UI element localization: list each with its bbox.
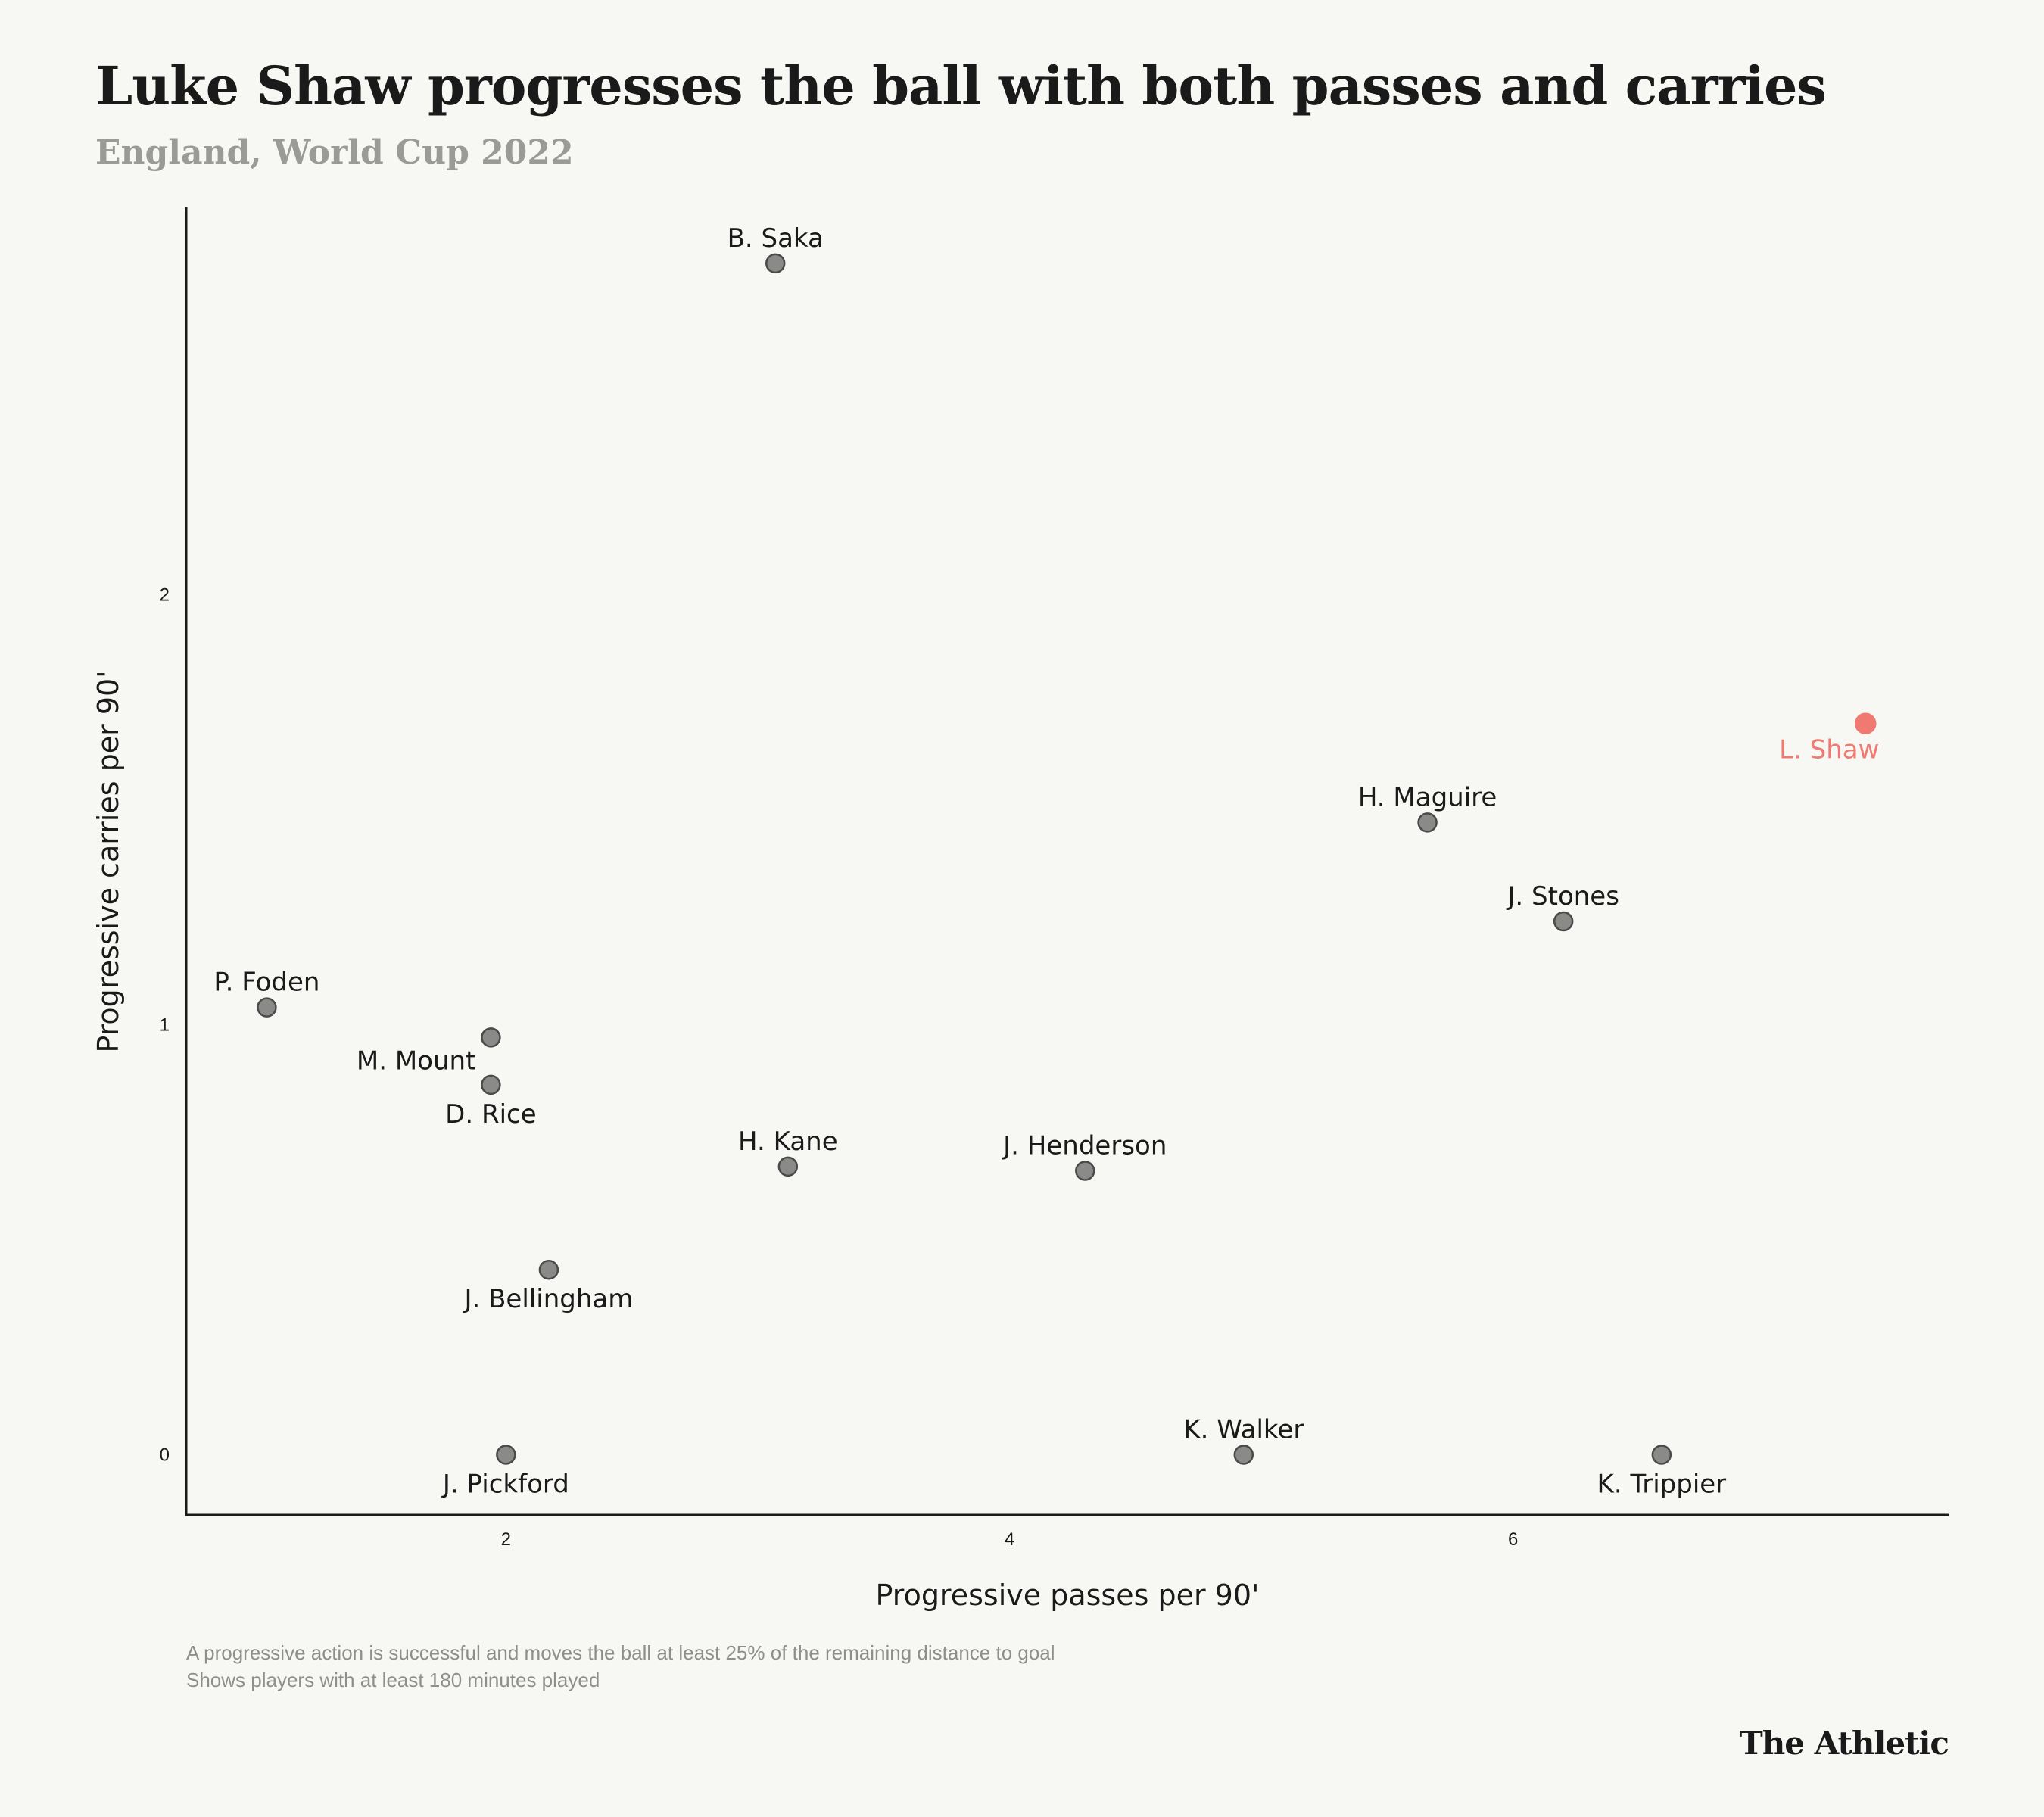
data-point[interactable]: [777, 1156, 799, 1177]
point-label: D. Rice: [445, 1099, 536, 1130]
data-point[interactable]: [538, 1259, 559, 1280]
data-point[interactable]: [481, 1027, 501, 1048]
x-tick-label: 2: [501, 1529, 511, 1550]
data-point[interactable]: [1553, 911, 1574, 932]
point-label: L. Shaw: [1779, 735, 1879, 765]
point-label: B. Saka: [728, 223, 824, 254]
point-label: H. Kane: [738, 1127, 838, 1157]
brand-logo: The Athletic: [1739, 1725, 1949, 1762]
point-label: K. Walker: [1183, 1414, 1304, 1445]
data-point[interactable]: [1651, 1445, 1672, 1465]
y-axis-title: Progressive carries per 90': [92, 670, 125, 1052]
data-point[interactable]: [257, 997, 277, 1018]
chart-title: Luke Shaw progresses the ball with both …: [95, 55, 1827, 117]
y-tick-label: 1: [160, 1014, 170, 1035]
data-point[interactable]: [765, 253, 786, 274]
point-label: M. Mount: [357, 1046, 476, 1076]
point-label: P. Foden: [213, 968, 319, 998]
data-point[interactable]: [1075, 1161, 1095, 1181]
data-point[interactable]: [481, 1074, 501, 1095]
x-tick-label: 4: [1005, 1529, 1014, 1550]
point-label: J. Stones: [1506, 881, 1619, 912]
data-point[interactable]: [1855, 712, 1877, 734]
point-label: H. Maguire: [1358, 782, 1497, 812]
point-label: K. Trippier: [1597, 1469, 1727, 1499]
data-point[interactable]: [1233, 1445, 1254, 1465]
point-label: J. Henderson: [1002, 1131, 1167, 1161]
footnote-definition: A progressive action is successful and m…: [186, 1641, 1055, 1664]
y-tick-label: 2: [160, 584, 170, 605]
chart-subtitle: England, World Cup 2022: [95, 133, 574, 172]
footnote-minutes: Shows players with at least 180 minutes …: [186, 1669, 600, 1691]
x-axis-title: Progressive passes per 90': [876, 1579, 1260, 1612]
data-point[interactable]: [1417, 812, 1438, 833]
point-label: J. Pickford: [441, 1469, 569, 1499]
x-tick-label: 6: [1508, 1529, 1518, 1550]
point-label: J. Bellingham: [463, 1284, 633, 1314]
y-tick-label: 0: [160, 1445, 170, 1465]
data-point[interactable]: [496, 1445, 516, 1465]
